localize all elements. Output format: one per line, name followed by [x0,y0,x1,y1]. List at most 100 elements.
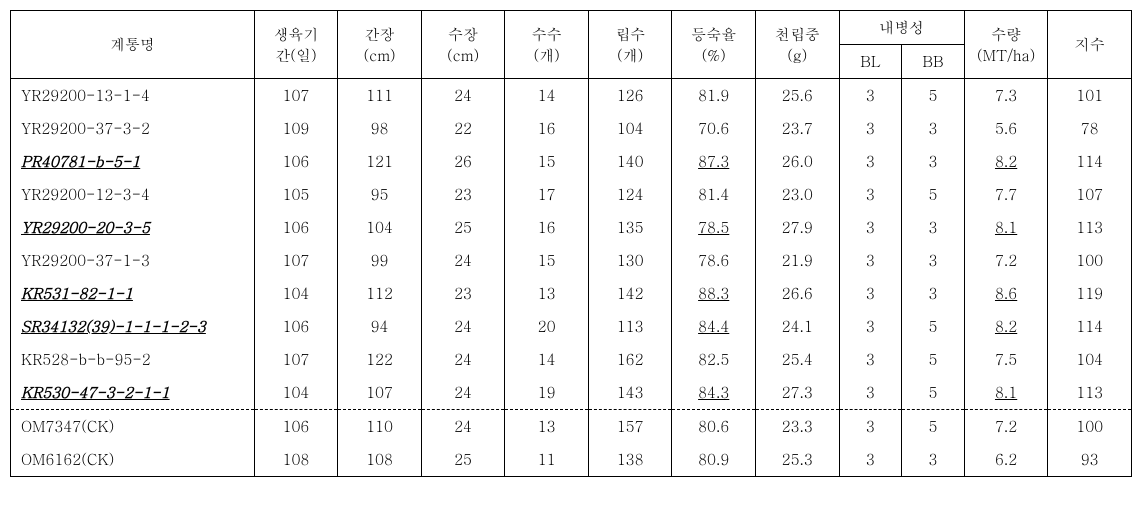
cell-panicle-len: 24 [421,343,505,376]
cell-ripening: 80.9 [672,443,756,477]
cell-bb: 5 [902,376,965,410]
cell-yield: 8.2 [964,310,1048,343]
cell-panicle-num: 17 [505,178,589,211]
cell-panicle-num: 13 [505,410,589,444]
cell-weight: 26.0 [755,145,839,178]
cell-bl: 3 [839,112,902,145]
header-panicle-num: 수수(개) [505,11,589,79]
cell-name: KR531-82-1-1 [11,277,255,310]
cell-ripening: 84.4 [672,310,756,343]
cell-index: 100 [1048,410,1132,444]
cell-growth: 106 [254,211,338,244]
header-panicle-len: 수장(cm) [421,11,505,79]
cell-ripening: 78.5 [672,211,756,244]
cell-name: OM6162(CK) [11,443,255,477]
cell-grain: 142 [588,277,672,310]
cell-grain: 124 [588,178,672,211]
cell-bb: 5 [902,343,965,376]
cell-bl: 3 [839,343,902,376]
cell-index: 114 [1048,145,1132,178]
cell-bb: 5 [902,310,965,343]
cell-ripening: 82.5 [672,343,756,376]
cell-index: 78 [1048,112,1132,145]
table-row: KR531-82-1-1104112231314288.326.6338.611… [11,277,1132,310]
cell-panicle-len: 22 [421,112,505,145]
cell-panicle-len: 24 [421,244,505,277]
cell-index: 104 [1048,343,1132,376]
cell-weight: 27.3 [755,376,839,410]
cell-panicle-num: 14 [505,79,589,113]
cell-weight: 25.3 [755,443,839,477]
cell-growth: 107 [254,244,338,277]
cell-growth: 106 [254,410,338,444]
cell-culm: 112 [338,277,422,310]
cell-panicle-num: 15 [505,145,589,178]
cell-ripening: 87.3 [672,145,756,178]
cell-culm: 121 [338,145,422,178]
cell-bb: 5 [902,79,965,113]
cell-panicle-len: 23 [421,178,505,211]
cell-panicle-len: 24 [421,410,505,444]
data-table: 계통명 생육기간(일) 간장(cm) 수장(cm) 수수(개) 립수(개) 등숙… [10,10,1132,477]
cell-bb: 5 [902,410,965,444]
cell-grain: 135 [588,211,672,244]
cell-weight: 23.7 [755,112,839,145]
cell-grain: 130 [588,244,672,277]
cell-culm: 99 [338,244,422,277]
table-row: YR29200-37-3-210998221610470.623.7335.67… [11,112,1132,145]
cell-name: YR29200-37-1-3 [11,244,255,277]
table-header: 계통명 생육기간(일) 간장(cm) 수장(cm) 수수(개) 립수(개) 등숙… [11,11,1132,79]
table-row: YR29200-12-3-410595231712481.423.0357.71… [11,178,1132,211]
header-weight: 천립중(g) [755,11,839,79]
cell-index: 93 [1048,443,1132,477]
table-row: OM6162(CK)108108251113880.925.3336.293 [11,443,1132,477]
cell-culm: 98 [338,112,422,145]
cell-growth: 104 [254,277,338,310]
table-row: YR29200-13-1-4107111241412681.925.6357.3… [11,79,1132,113]
cell-culm: 108 [338,443,422,477]
cell-bl: 3 [839,376,902,410]
cell-growth: 105 [254,178,338,211]
cell-bl: 3 [839,79,902,113]
cell-weight: 25.4 [755,343,839,376]
cell-ripening: 88.3 [672,277,756,310]
cell-panicle-num: 14 [505,343,589,376]
cell-index: 100 [1048,244,1132,277]
cell-grain: 138 [588,443,672,477]
cell-name: YR29200-20-3-5 [11,211,255,244]
cell-panicle-num: 16 [505,211,589,244]
cell-panicle-num: 16 [505,112,589,145]
cell-grain: 126 [588,79,672,113]
cell-name: KR528-b-b-95-2 [11,343,255,376]
cell-yield: 7.2 [964,410,1048,444]
cell-yield: 6.2 [964,443,1048,477]
cell-panicle-len: 26 [421,145,505,178]
cell-yield: 7.3 [964,79,1048,113]
header-bb: BB [902,45,965,79]
cell-panicle-len: 24 [421,376,505,410]
cell-bb: 3 [902,211,965,244]
cell-ripening: 70.6 [672,112,756,145]
cell-weight: 23.3 [755,410,839,444]
table-row: YR29200-20-3-5106104251613578.527.9338.1… [11,211,1132,244]
cell-yield: 7.2 [964,244,1048,277]
cell-grain: 104 [588,112,672,145]
cell-panicle-num: 19 [505,376,589,410]
cell-yield: 7.7 [964,178,1048,211]
cell-bl: 3 [839,310,902,343]
header-bl: BL [839,45,902,79]
cell-panicle-num: 20 [505,310,589,343]
header-grain: 립수(개) [588,11,672,79]
cell-panicle-num: 11 [505,443,589,477]
cell-ripening: 78.6 [672,244,756,277]
cell-ripening: 81.4 [672,178,756,211]
cell-growth: 107 [254,79,338,113]
table-row: PR40781-b-5-1106121261514087.326.0338.21… [11,145,1132,178]
cell-name: KR530-47-3-2-1-1 [11,376,255,410]
cell-index: 113 [1048,376,1132,410]
cell-ripening: 84.3 [672,376,756,410]
cell-yield: 5.6 [964,112,1048,145]
cell-bb: 3 [902,112,965,145]
cell-bl: 3 [839,410,902,444]
header-culm: 간장(cm) [338,11,422,79]
